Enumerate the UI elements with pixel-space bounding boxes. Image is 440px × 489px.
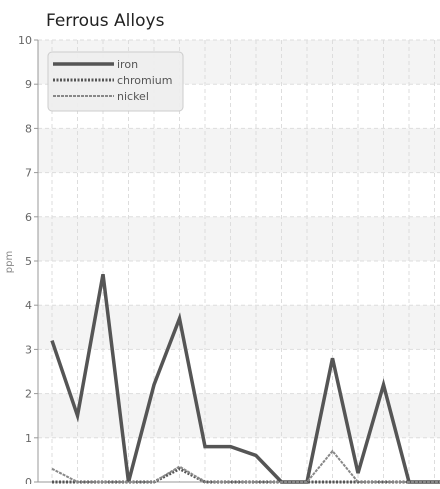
y-tick-label: 6	[25, 211, 32, 224]
series-layer	[50, 273, 440, 484]
y-tick-label: 0	[25, 476, 32, 484]
legend-label-nickel[interactable]: nickel	[117, 90, 149, 103]
y-tick-label: 3	[25, 343, 32, 356]
band	[38, 305, 440, 350]
legend-label-iron[interactable]: iron	[117, 58, 138, 71]
y-tick-label: 1	[25, 432, 32, 445]
y-tick-label: 2	[25, 388, 32, 401]
band	[38, 128, 440, 173]
legend-label-chromium[interactable]: chromium	[117, 74, 173, 87]
y-tick-label: 7	[25, 167, 32, 180]
y-tick-label: 9	[25, 78, 32, 91]
y-tick-label: 8	[25, 122, 32, 135]
y-axis-label: ppm	[4, 251, 15, 273]
series-line-nickel	[51, 449, 440, 483]
y-tick-label: 5	[25, 255, 32, 268]
y-tick-label: 10	[18, 34, 32, 47]
series-line-chromium	[52, 467, 440, 484]
y-tick-label: 4	[25, 299, 32, 312]
legend[interactable]: iron chromium nickel	[47, 51, 184, 112]
chart-title: Ferrous Alloys	[46, 11, 165, 31]
band	[38, 216, 440, 261]
